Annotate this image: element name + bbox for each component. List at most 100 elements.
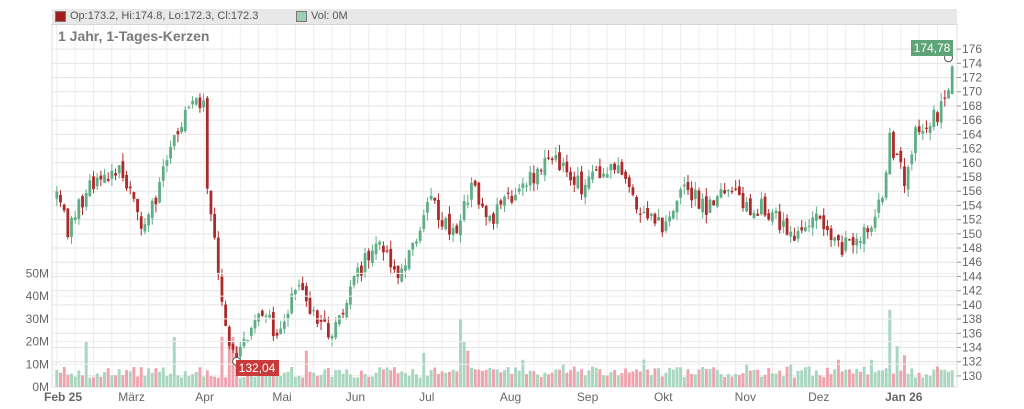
volume-bar — [114, 375, 118, 387]
volume-bar — [785, 366, 789, 387]
volume-bar — [613, 369, 617, 387]
volume-bar — [914, 377, 917, 387]
volume-bar — [363, 374, 367, 387]
volume-bar — [840, 371, 844, 387]
volume-bar — [638, 371, 642, 387]
volume-bar — [932, 369, 936, 387]
volume-bar — [745, 364, 749, 387]
candle-body — [631, 187, 635, 195]
volume-bar — [712, 367, 716, 387]
volume-tick-label: 0M — [32, 380, 49, 394]
volume-bar — [396, 373, 400, 387]
candle-body — [572, 176, 576, 185]
volume-bar — [939, 369, 943, 387]
candle-body — [88, 180, 92, 197]
candle-body — [257, 313, 261, 322]
legend-volume: Vol: 0M — [296, 9, 348, 24]
volume-bar — [293, 376, 297, 387]
candle-body — [704, 196, 708, 215]
volume-bar — [635, 369, 639, 387]
candle-body — [877, 199, 881, 213]
candle-body — [455, 225, 459, 233]
price-tick-label: 152 — [962, 213, 982, 227]
volume-bar — [238, 377, 242, 387]
candle-body — [213, 214, 217, 238]
candle-body — [477, 182, 481, 205]
volume-bar — [341, 373, 345, 387]
volume-bar — [671, 369, 675, 387]
volume-bar — [337, 369, 341, 387]
volume-bar — [136, 376, 140, 387]
volume-bar — [242, 376, 246, 387]
candle-body — [697, 190, 701, 209]
price-tick-label: 130 — [962, 369, 982, 383]
volume-bar — [304, 350, 308, 387]
volume-bar — [132, 366, 136, 387]
volume-bar — [312, 372, 316, 387]
volume-bar — [106, 368, 110, 387]
price-tick-label: 154 — [962, 198, 982, 212]
volume-bar — [481, 370, 484, 387]
volume-bar — [165, 375, 169, 387]
candle-body — [723, 190, 727, 194]
volume-bar — [290, 366, 294, 387]
candle-body — [543, 158, 547, 176]
candle-body — [767, 213, 771, 220]
candle-body — [216, 237, 220, 274]
candle-body — [833, 237, 837, 241]
candle-body — [407, 250, 411, 269]
candle-body — [627, 177, 631, 188]
volume-bar — [198, 367, 202, 387]
volume-bar — [778, 370, 782, 387]
volume-bar — [730, 376, 734, 387]
volume-bar — [169, 373, 173, 387]
candle-body — [172, 135, 176, 147]
volume-bar — [378, 367, 382, 387]
candle-body — [308, 297, 312, 314]
volume-bar — [624, 368, 628, 387]
candle-body — [264, 315, 268, 317]
candle-body — [730, 190, 734, 193]
chart-grid — [51, 23, 958, 388]
candle-body — [895, 153, 899, 155]
candle-body — [209, 191, 213, 215]
volume-bar — [297, 375, 301, 387]
volume-bar — [580, 369, 584, 387]
candle-body — [312, 310, 316, 312]
candle-body — [231, 344, 235, 350]
candle-body — [59, 194, 62, 203]
candle-body — [602, 173, 605, 177]
candle-body — [778, 211, 782, 230]
volume-bar — [895, 346, 899, 387]
candle-body — [92, 176, 95, 190]
volume-bar — [602, 375, 606, 387]
volume-bar — [473, 369, 477, 387]
volume-bar — [348, 374, 352, 387]
candle-body — [484, 205, 488, 218]
price-tick-label: 170 — [962, 85, 982, 99]
low-price-text: 132,04 — [239, 361, 276, 375]
candle-body — [906, 167, 910, 190]
candle-body — [444, 218, 448, 229]
candle-body — [862, 226, 866, 245]
volume-bar — [737, 374, 741, 387]
candle-body — [693, 189, 697, 199]
volume-bar — [103, 372, 107, 387]
candle-body — [473, 180, 477, 186]
candle-body — [642, 211, 646, 214]
candle-body — [371, 250, 374, 263]
candle-body — [382, 245, 385, 253]
candle-body — [433, 197, 437, 201]
volume-bar — [271, 375, 275, 387]
price-tick-label: 138 — [962, 312, 982, 326]
candle-body — [220, 276, 224, 302]
candle-body — [165, 160, 169, 166]
candle-body — [785, 218, 789, 235]
volume-bar — [458, 318, 462, 387]
candle-body — [826, 226, 829, 231]
candle-body — [881, 197, 884, 203]
candle-body — [194, 98, 198, 105]
candle-body — [844, 237, 848, 251]
candle-body — [367, 250, 371, 261]
